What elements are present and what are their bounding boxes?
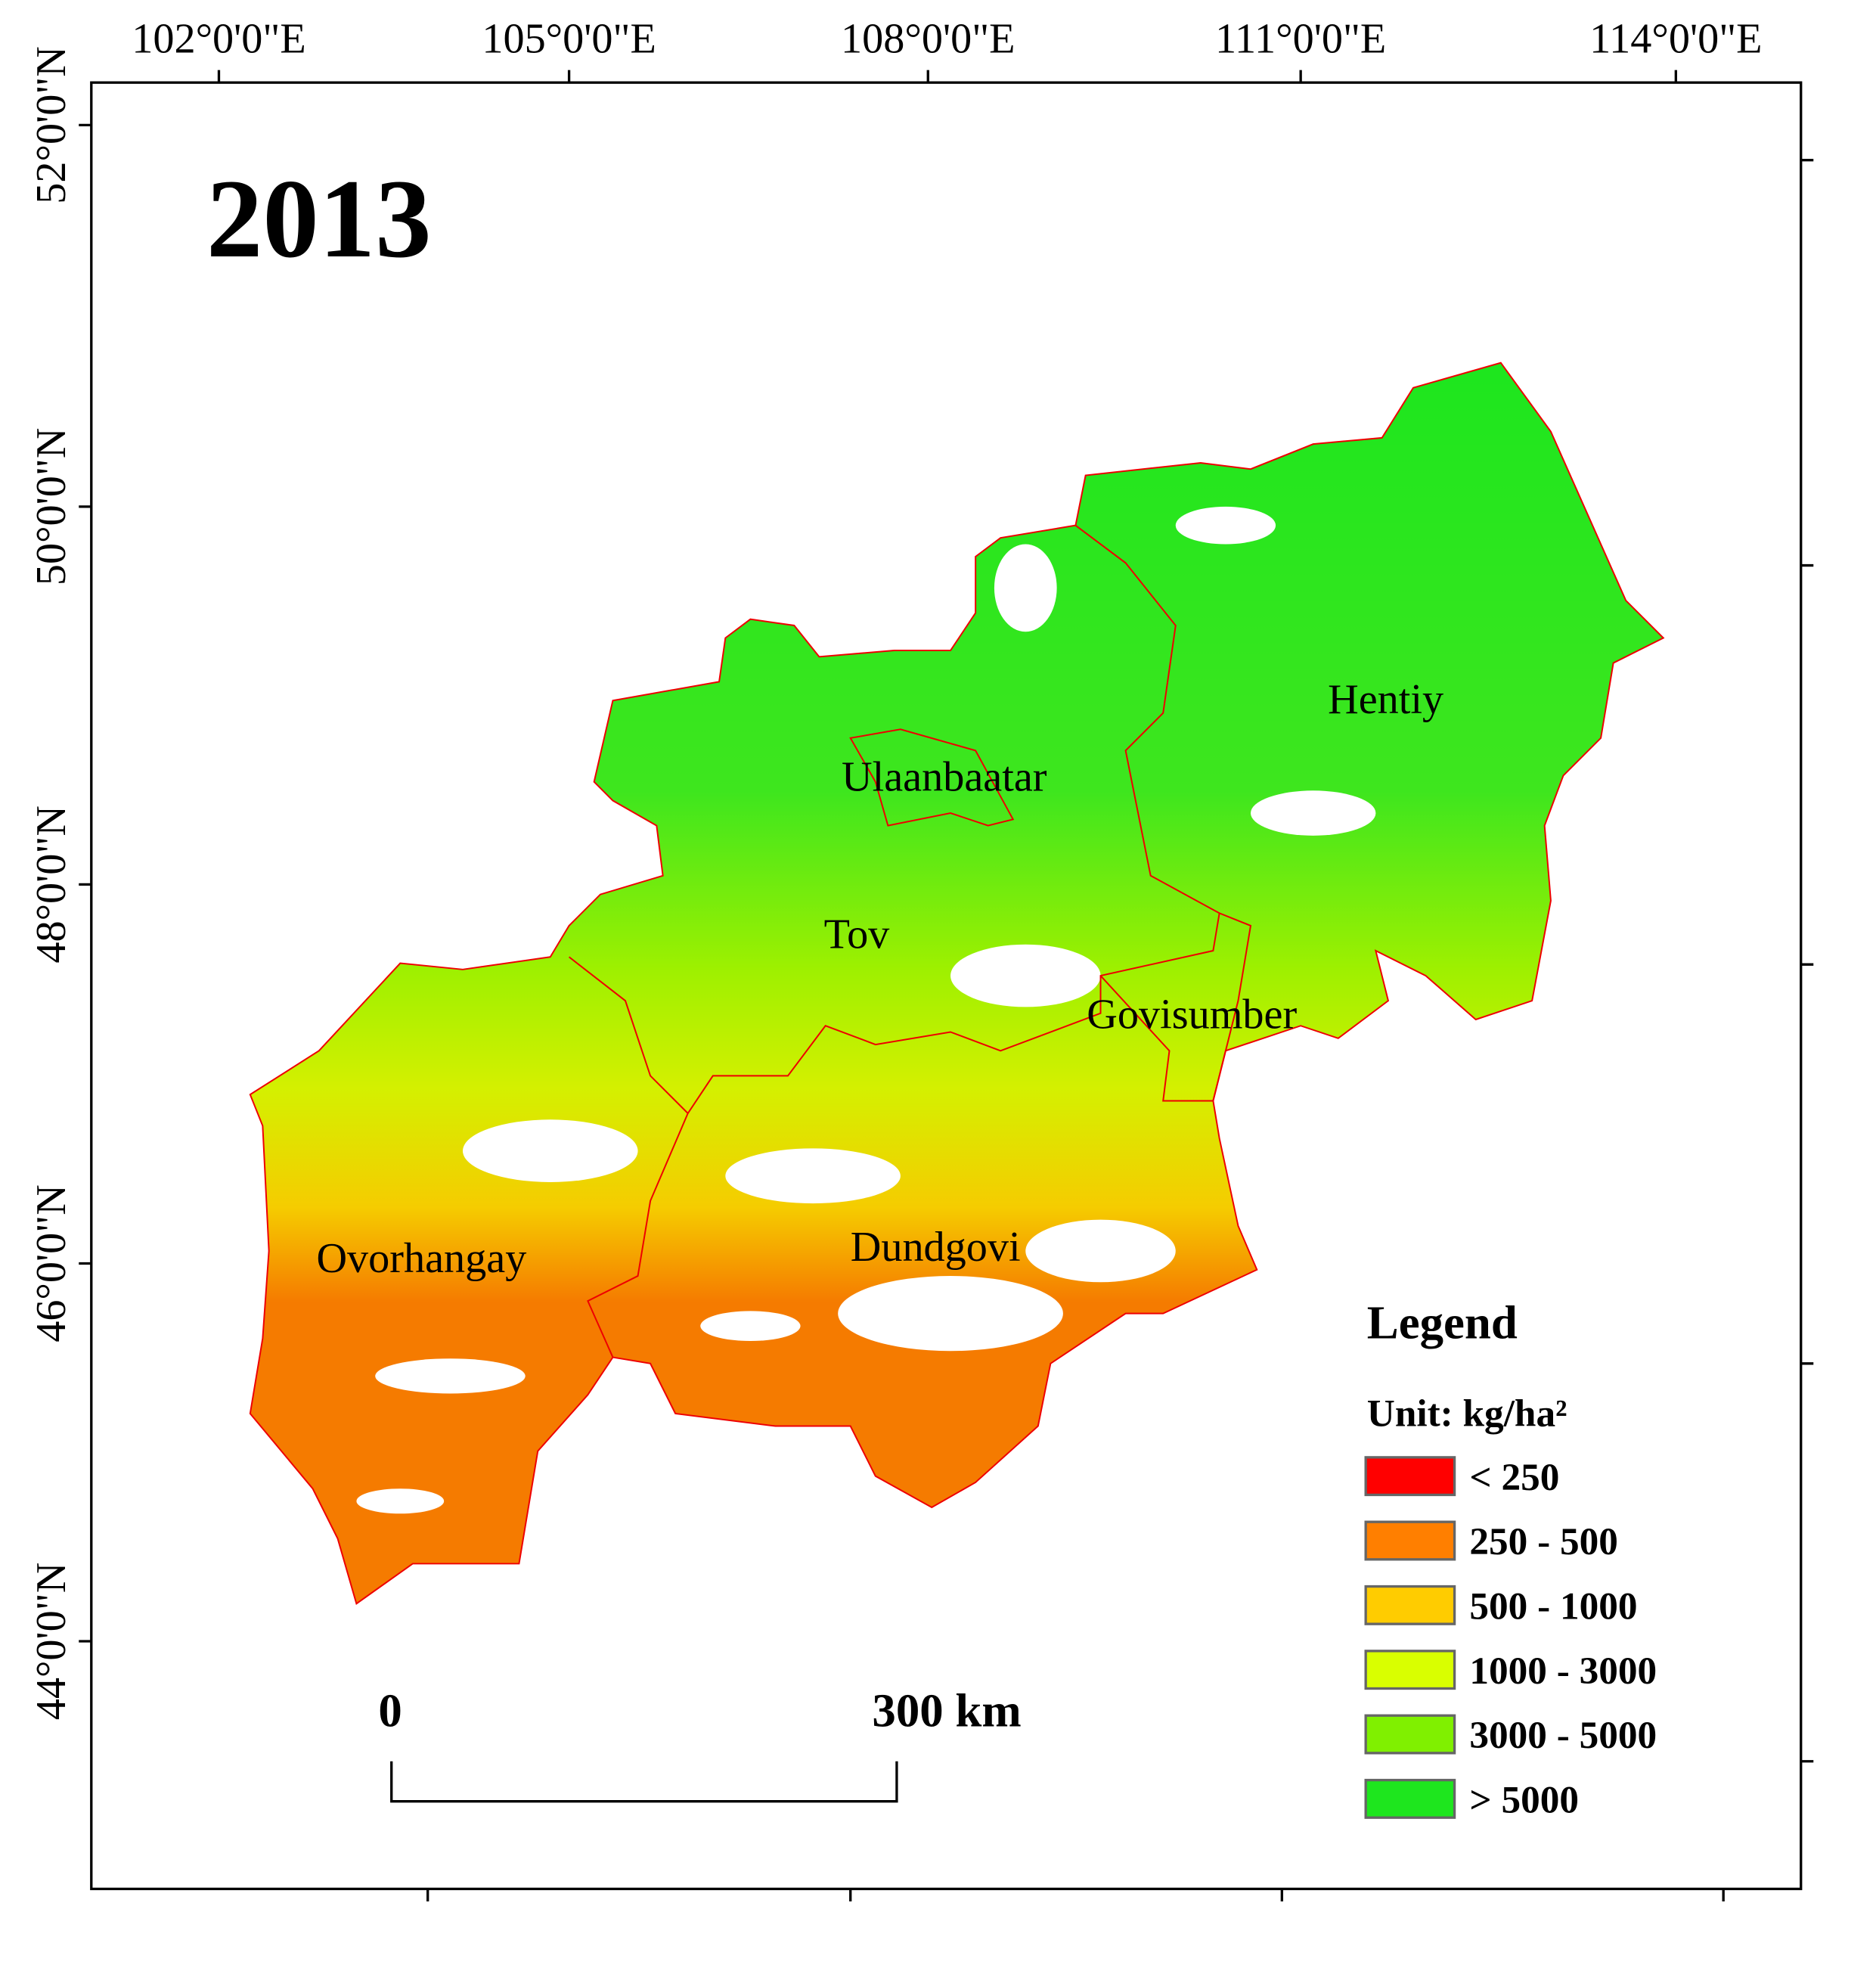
latitude-label: 48°0'0"N <box>28 805 75 964</box>
scale-bar: 0 300 km <box>378 1684 1022 1803</box>
region-label: Tov <box>824 911 891 958</box>
legend: < 250 250 - 500 500 - 1000 1000 - 3000 3000 … <box>1364 1456 1657 1822</box>
legend-swatch <box>1364 1520 1456 1561</box>
map-title: 2013 <box>206 157 432 281</box>
longitude-label: 105°0'0"E <box>482 15 656 62</box>
region-label: Hentiy <box>1328 676 1443 723</box>
legend-swatch <box>1364 1714 1456 1755</box>
legend-label: < 250 <box>1469 1456 1559 1499</box>
scale-end: 300 km <box>872 1684 1021 1737</box>
legend-swatch <box>1364 1456 1456 1497</box>
legend-unit: Unit: kg/ha² <box>1367 1392 1567 1436</box>
legend-swatch <box>1364 1778 1456 1819</box>
region-label: Dundgovi <box>851 1224 1021 1271</box>
longitude-labels: 102°0'0"E 105°0'0"E 108°0'0"E 111°0'0"E 114°… <box>132 15 1762 62</box>
latitude-label: 52°0'0"N <box>28 46 75 204</box>
legend-label: 250 - 500 <box>1469 1520 1618 1563</box>
legend-label: 1000 - 3000 <box>1469 1650 1657 1693</box>
longitude-label: 102°0'0"E <box>132 15 305 62</box>
legend-swatch <box>1364 1585 1456 1625</box>
no-data-patches <box>356 506 1376 1514</box>
longitude-label: 114°0'0"E <box>1589 15 1762 62</box>
scale-bar-line <box>390 1761 898 1803</box>
latitude-label: 44°0'0"N <box>28 1563 75 1721</box>
latitude-label: 46°0'0"N <box>28 1184 75 1342</box>
legend-swatch <box>1364 1650 1456 1690</box>
longitude-label: 111°0'0"E <box>1215 15 1386 62</box>
region-label: Ovorhangay <box>316 1235 526 1282</box>
longitude-label: 108°0'0"E <box>841 15 1015 62</box>
study-area <box>249 362 1665 1605</box>
legend-title: Legend <box>1367 1296 1518 1349</box>
legend-label: > 5000 <box>1469 1779 1579 1822</box>
legend-label: 3000 - 5000 <box>1469 1714 1657 1757</box>
region-label: Govisumber <box>1087 992 1297 1038</box>
legend-label: 500 - 1000 <box>1469 1585 1637 1628</box>
graticule-ticks <box>79 70 1814 1902</box>
latitude-labels: 52°0'0"N 50°0'0"N 48°0'0"N 46°0'0"N 44°0'0"N <box>28 46 75 1720</box>
region-labels: Hentiy Ulaanbaatar Tov Govisumber Ovorhangay… <box>316 676 1443 1282</box>
region-label: Ulaanbaatar <box>842 753 1047 800</box>
region-boundaries <box>568 524 1252 1358</box>
latitude-label: 50°0'0"N <box>28 428 75 586</box>
scale-start: 0 <box>378 1684 402 1737</box>
